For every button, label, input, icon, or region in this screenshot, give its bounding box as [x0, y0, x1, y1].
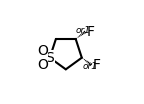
Text: or1: or1 [82, 62, 97, 71]
Text: F: F [87, 25, 95, 39]
Text: O: O [37, 44, 48, 58]
Text: S: S [45, 51, 54, 65]
Text: O: O [37, 58, 48, 72]
Text: F: F [93, 58, 101, 72]
Text: or1: or1 [76, 26, 91, 35]
